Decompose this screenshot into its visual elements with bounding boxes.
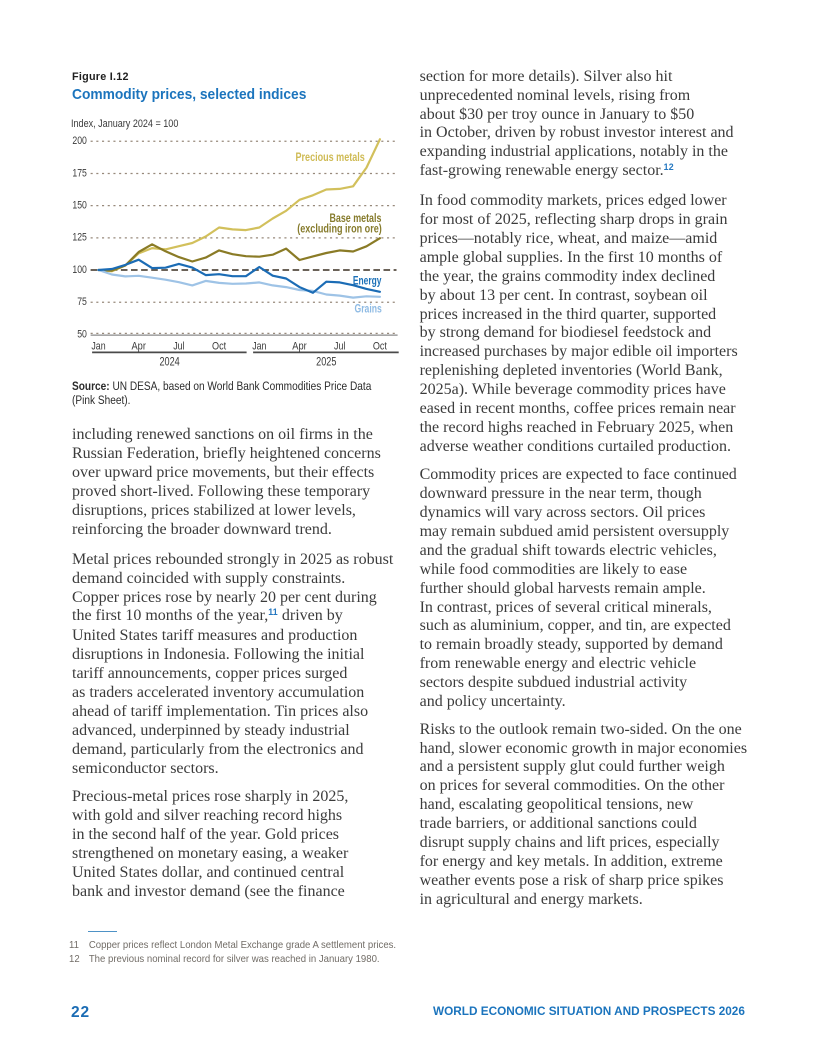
svg-text:Grains: Grains (355, 302, 383, 316)
svg-text:(excluding iron ore): (excluding iron ore) (297, 221, 382, 235)
svg-text:Oct: Oct (212, 341, 227, 353)
svg-text:Jul: Jul (173, 341, 184, 353)
svg-text:75: 75 (77, 296, 87, 308)
svg-text:50: 50 (77, 328, 87, 340)
svg-text:Jan: Jan (252, 341, 266, 353)
svg-text:Jul: Jul (334, 341, 345, 353)
svg-text:Energy: Energy (353, 274, 382, 288)
svg-text:Precious metals: Precious metals (296, 150, 366, 164)
svg-text:Oct: Oct (373, 341, 388, 353)
svg-text:Base metals: Base metals (330, 211, 382, 225)
svg-text:2024: 2024 (159, 356, 180, 368)
svg-text:100: 100 (72, 264, 87, 276)
svg-text:175: 175 (72, 167, 87, 179)
svg-text:2025: 2025 (316, 356, 336, 368)
svg-text:200: 200 (72, 135, 87, 147)
svg-text:Apr: Apr (292, 341, 307, 353)
svg-text:125: 125 (72, 232, 87, 244)
svg-text:Jan: Jan (91, 341, 105, 353)
svg-text:150: 150 (72, 200, 87, 212)
svg-text:Apr: Apr (132, 341, 147, 353)
